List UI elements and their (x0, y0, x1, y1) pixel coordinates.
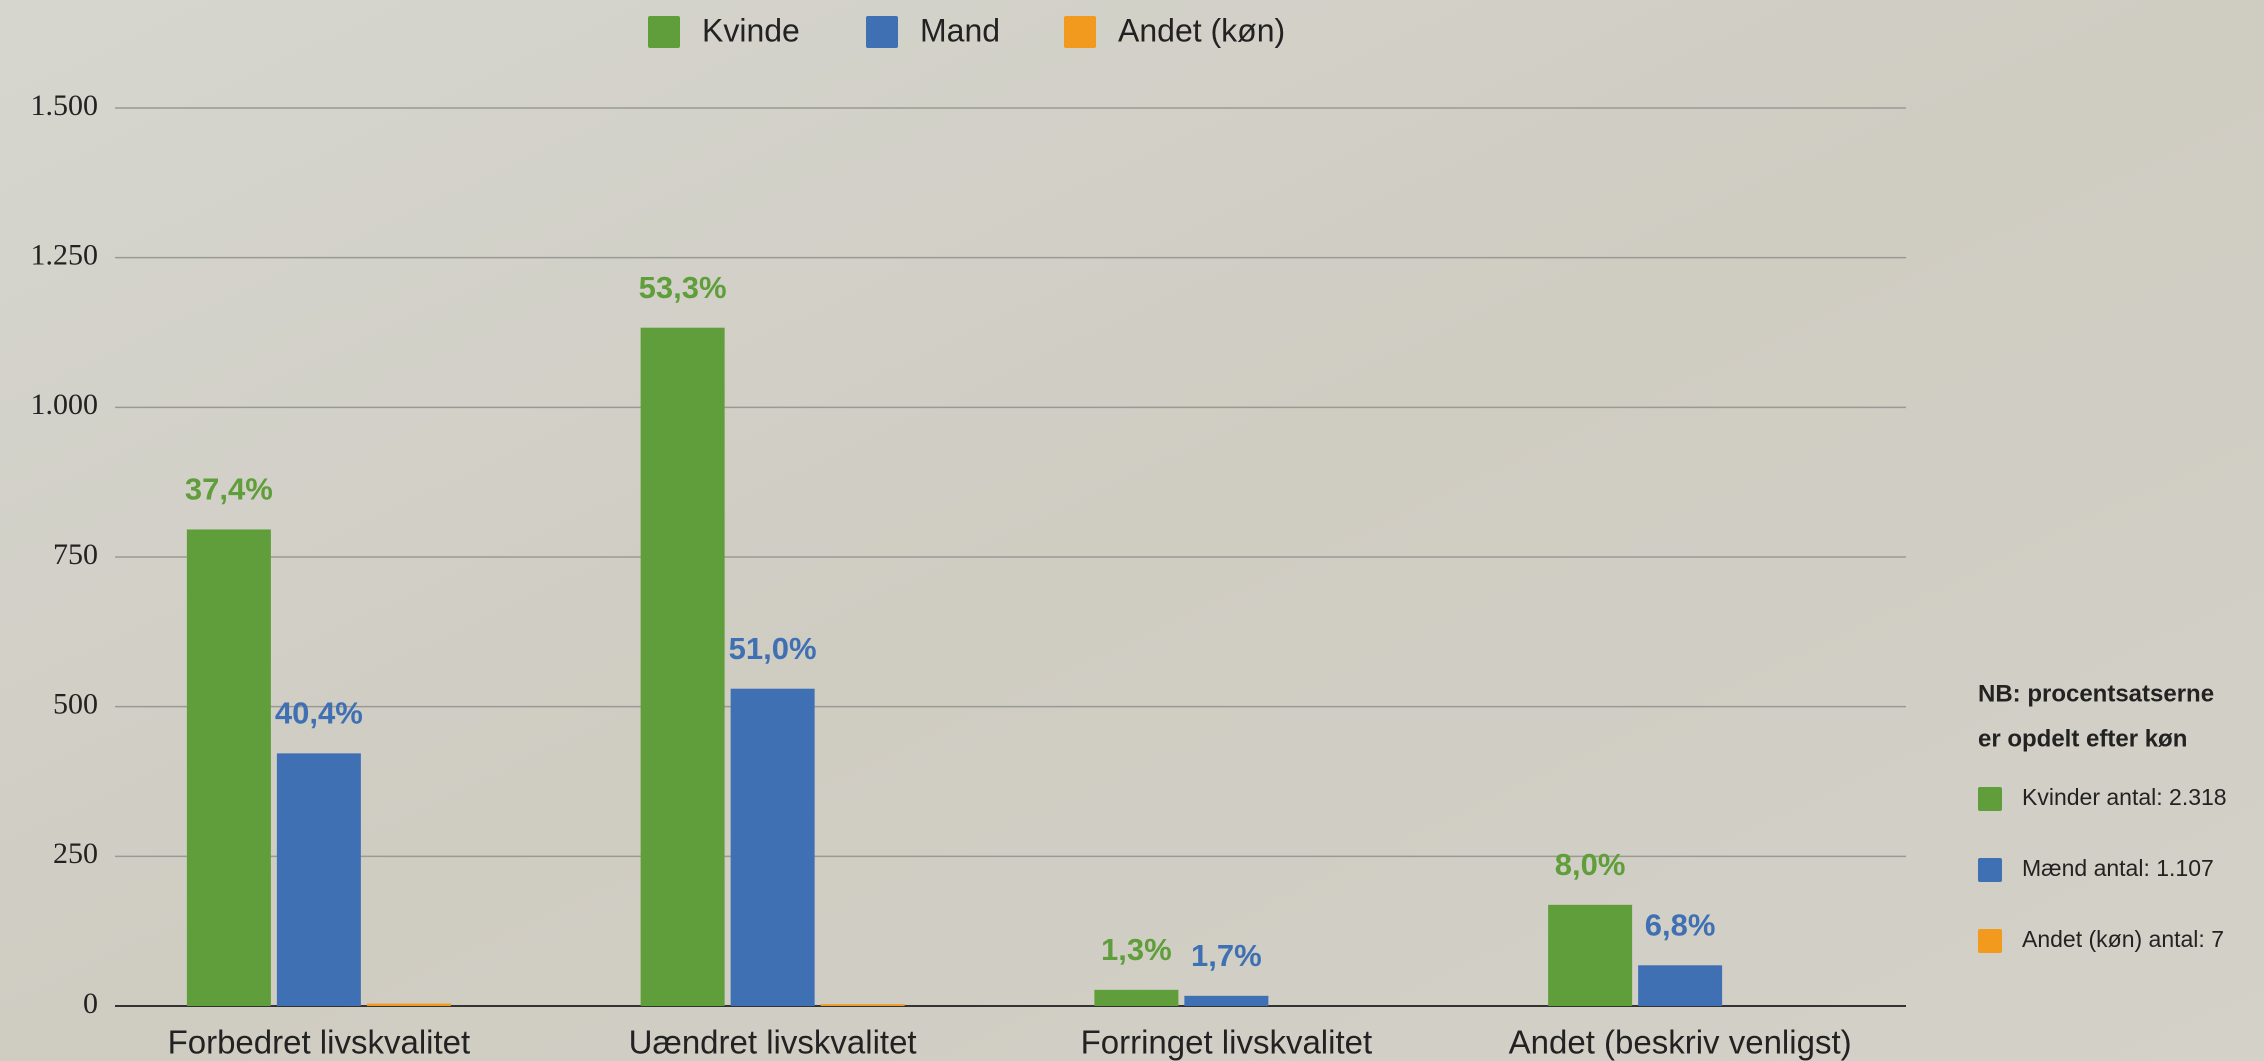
value-label: 51,0% (729, 631, 817, 666)
value-label: 53,3% (639, 270, 727, 305)
bar (1184, 996, 1268, 1006)
note-text: NB: procentsatserne (1978, 680, 2214, 707)
y-tick-label: 1.250 (31, 239, 99, 272)
value-label: 37,4% (185, 472, 273, 507)
note-swatch (1978, 858, 2002, 882)
bar (367, 1004, 451, 1006)
legend-label: Kvinde (702, 12, 800, 48)
y-tick-label: 500 (53, 688, 98, 721)
x-tick-label: Forbedret livskvalitet (168, 1024, 471, 1061)
y-tick-label: 0 (83, 987, 98, 1020)
value-label: 6,8% (1645, 907, 1716, 942)
x-tick-label: Uændret livskvalitet (629, 1024, 917, 1061)
note-swatch (1978, 929, 2002, 953)
chart: 0 250 500 750 1.000 1.250 1.500 Forbedret livsk… (0, 0, 2264, 1061)
note-swatch (1978, 787, 2002, 811)
bar (1638, 965, 1722, 1006)
value-label: 40,4% (275, 696, 363, 731)
note-item: Mænd antal: 1.107 (2022, 855, 2214, 881)
legend-label: Andet (køn) (1118, 12, 1285, 48)
value-label: 1,3% (1101, 932, 1172, 967)
y-tick-label: 1.000 (31, 388, 99, 421)
bar (641, 328, 725, 1006)
bar (1094, 990, 1178, 1006)
value-label: 1,7% (1191, 938, 1262, 973)
bar (1548, 905, 1632, 1006)
note-item: Kvinder antal: 2.318 (2022, 784, 2227, 810)
x-tick-label: Andet (beskriv venligst) (1509, 1024, 1852, 1061)
bar (187, 529, 271, 1006)
value-label: 8,0% (1555, 847, 1626, 882)
legend-swatch (866, 16, 898, 48)
bar (277, 753, 361, 1006)
legend-label: Mand (920, 12, 1000, 48)
x-tick-label: Forringet livskvalitet (1081, 1024, 1373, 1061)
legend-swatch (1064, 16, 1096, 48)
bar (731, 689, 815, 1006)
y-tick-label: 1.500 (31, 89, 99, 122)
y-tick-label: 750 (53, 538, 98, 571)
legend-swatch (648, 16, 680, 48)
note-text: er opdelt efter køn (1978, 725, 2187, 752)
bar (821, 1004, 905, 1006)
note-item: Andet (køn) antal: 7 (2022, 926, 2224, 952)
y-tick-label: 250 (53, 837, 98, 870)
